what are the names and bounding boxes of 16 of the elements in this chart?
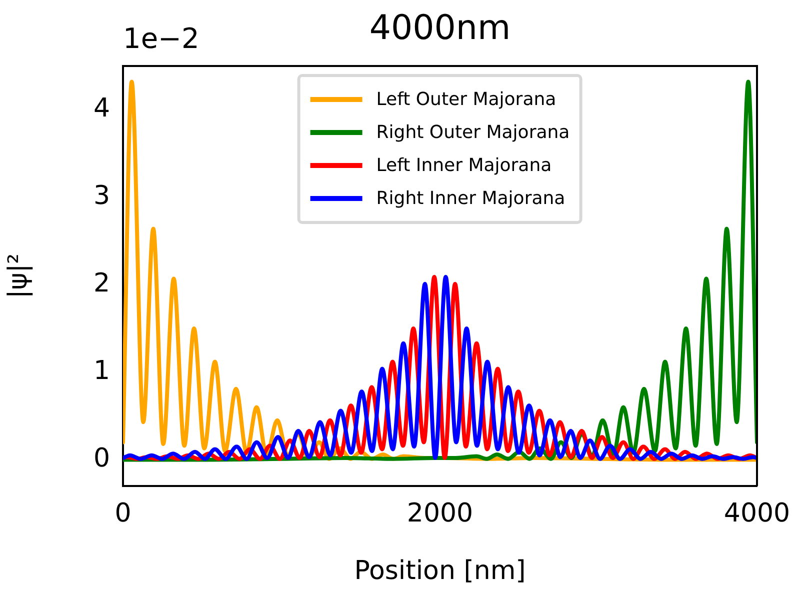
y-tick-label: 3 bbox=[93, 181, 110, 211]
y-axis-title: |ψ|² bbox=[3, 253, 34, 299]
legend-label: Left Inner Majorana bbox=[376, 155, 552, 176]
x-axis-title: Position [nm] bbox=[354, 556, 526, 586]
y-tick-label: 1 bbox=[93, 356, 110, 386]
x-tick-label: 2000 bbox=[406, 498, 474, 528]
y-tick-label: 4 bbox=[93, 94, 110, 124]
x-tick-label: 4000 bbox=[724, 498, 790, 528]
y-tick-label: 2 bbox=[93, 268, 110, 298]
x-tick-label: 0 bbox=[114, 498, 132, 528]
text: 1e−2 bbox=[123, 22, 200, 55]
chart-title: 4000nm bbox=[369, 8, 511, 48]
legend-label: Right Inner Majorana bbox=[376, 188, 566, 209]
y-tick-label: 0 bbox=[93, 444, 110, 474]
legend-label: Right Outer Majorana bbox=[376, 122, 570, 143]
legend-label: Left Outer Majorana bbox=[376, 89, 556, 110]
